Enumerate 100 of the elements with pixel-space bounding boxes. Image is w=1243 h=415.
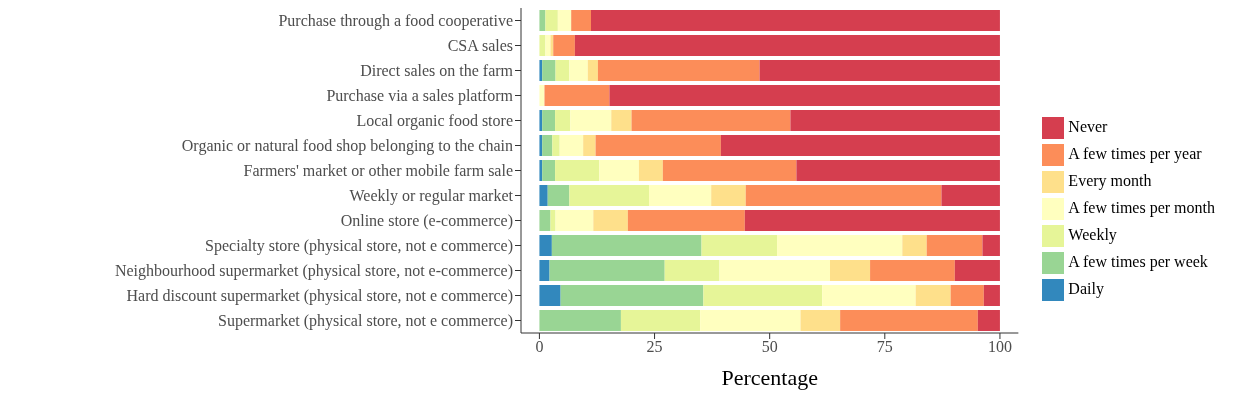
legend-label: Daily [1068,280,1104,297]
bar [796,160,1000,181]
bar [719,260,831,281]
bar [560,285,704,306]
bar [542,60,556,81]
legend-label: Every month [1068,172,1152,189]
bar [611,110,632,131]
bar [539,135,543,156]
bar [983,285,1000,306]
bar [539,35,546,56]
bar [840,310,978,331]
bar [571,10,591,31]
bar [595,135,721,156]
bar [954,260,1000,281]
bar [539,310,621,331]
y-tick-label: Purchase through a food cooperative [278,12,513,31]
bar [569,185,650,206]
bar [744,210,1000,231]
x-axis-title: Percentage [721,364,818,390]
bar [627,210,745,231]
bar [745,185,942,206]
bar [555,160,600,181]
legend-label: A few times per month [1068,199,1215,216]
legend-label: Weekly [1068,226,1117,243]
bar [539,260,550,281]
bar [539,60,543,81]
bar [790,110,1000,131]
bar [822,285,916,306]
bar [539,235,552,256]
bar [591,10,1000,31]
bar [547,185,570,206]
bar [544,85,610,106]
bar [599,160,639,181]
bar [539,210,551,231]
bar [549,260,665,281]
bar [555,210,594,231]
bar [545,35,551,56]
bar [662,160,797,181]
bar [539,85,545,106]
y-tick-label: Organic or natural food shop belonging to the chain [181,137,513,156]
y-tick-label: Neighbourhood supermarket (physical store, not e-commerce) [114,262,513,281]
y-tick-label: Hard discount supermarket (physical store, not e commerce) [126,287,513,306]
bar [759,60,1000,81]
bar [711,185,746,206]
y-tick-label: Direct sales on the farm [360,62,514,80]
x-tick-label: 0 [535,338,544,356]
bar [574,35,1000,56]
y-tick-label: CSA sales [447,37,513,55]
x-tick-label: 50 [761,338,778,356]
legend-label: Never [1068,118,1108,135]
bar [830,260,871,281]
bar [539,285,561,306]
bar [557,10,572,31]
bar [550,210,556,231]
y-tick-label: Farmers' market or other mobile farm sale [243,162,513,180]
bar [701,235,778,256]
bar [555,110,571,131]
bar [720,135,1000,156]
x-tick-label: 75 [876,338,893,356]
bar [550,35,554,56]
y-tick-label: Supermarket (physical store, not e commerce) [218,312,513,331]
bar [551,235,702,256]
bar [950,285,984,306]
bar [620,310,701,331]
legend-label: A few times per week [1068,253,1208,270]
x-tick-label: 25 [646,338,663,356]
bar [664,260,720,281]
bar [559,135,584,156]
bar [545,10,558,31]
bar [926,235,983,256]
bar [593,210,628,231]
bar [982,235,1000,256]
bar [703,285,823,306]
y-tick-label: Specialty store (physical store, not e commerce) [205,237,513,256]
bar [587,60,598,81]
bar [649,185,712,206]
bar [941,185,1000,206]
bar [539,10,546,31]
bar [542,110,556,131]
bar [539,185,548,206]
legend-label: A few times per year [1068,145,1202,162]
bar [902,235,927,256]
bar [539,110,543,131]
bar [555,60,570,81]
bar [542,135,553,156]
bar [552,135,560,156]
bar [570,110,612,131]
y-tick-label: Local organic food store [356,112,513,131]
bar [539,160,543,181]
bar [583,135,596,156]
y-tick-label: Purchase via a sales platform [326,87,514,106]
bar [977,310,1000,331]
bar [800,310,841,331]
bar [915,285,951,306]
bar [777,235,903,256]
y-tick-label: Online store (e-commerce) [340,212,513,231]
bar [553,35,575,56]
bar [597,60,760,81]
bar [631,110,791,131]
bar [638,160,663,181]
